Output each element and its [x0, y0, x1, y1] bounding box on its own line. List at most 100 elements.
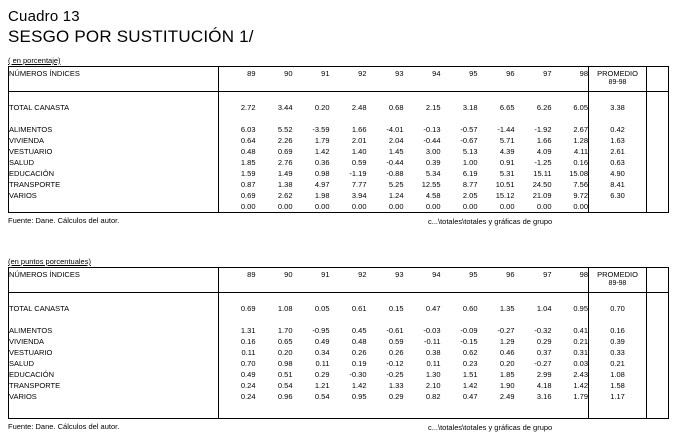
value-cell: 0.00	[240, 202, 256, 211]
value-cell: -0.44	[423, 136, 441, 145]
value-cell: 9.72	[573, 191, 588, 200]
value-cell: 0.15	[388, 304, 404, 313]
filler-cell	[646, 267, 669, 293]
value-cell: 5.52	[277, 125, 293, 134]
value-cell: 2.15	[425, 103, 441, 112]
value-cell: -1.44	[497, 125, 515, 134]
value-cell: 1.85	[240, 158, 256, 167]
average-cell: 0.33	[588, 347, 647, 358]
value-cell: 0.31	[573, 348, 588, 357]
value-cell	[515, 402, 552, 419]
average-cell	[588, 292, 647, 303]
value-cell: 1.51	[462, 370, 478, 379]
row-label: VARIOS	[8, 391, 219, 402]
page-title: Cuadro 13	[8, 8, 80, 25]
value-cell: 0.26	[388, 348, 404, 357]
value-cell: 1.98	[314, 191, 330, 200]
value-cell: 6.65	[499, 103, 515, 112]
average-cell: 2.61	[588, 146, 647, 157]
value-cell	[256, 314, 293, 325]
value-cell: 1.42	[462, 381, 478, 390]
value-cell: 8.77	[462, 180, 478, 189]
value-cell: 0.69	[240, 304, 256, 313]
value-cell: 0.95	[351, 392, 367, 401]
value-cell: 10.51	[495, 180, 515, 189]
filler-cell	[647, 314, 669, 325]
year-header: 90	[255, 66, 293, 92]
value-cell	[219, 402, 256, 419]
value-cell: 0.16	[240, 337, 256, 346]
value-cell	[441, 92, 478, 103]
average-cell: 3.38	[588, 102, 647, 113]
value-cell: 6.26	[536, 103, 552, 112]
value-cell: 2.49	[499, 392, 515, 401]
value-cell: 0.96	[277, 392, 293, 401]
average-cell: 0.16	[588, 325, 647, 336]
filler-cell	[647, 369, 669, 380]
row-label: SALUD	[8, 157, 219, 168]
value-cell	[404, 293, 441, 304]
row-label	[8, 91, 219, 102]
table-row: SALUD 1.85 2.76 0.36 0.59 -0.44 0.39 1.00 0.91 -1…	[8, 157, 669, 168]
value-cell	[552, 293, 589, 304]
average-cell	[588, 402, 647, 419]
value-cell: 1.66	[536, 136, 552, 145]
row-label: TRANSPORTE	[8, 179, 219, 190]
value-cell: -0.25	[386, 370, 404, 379]
value-cell	[219, 293, 256, 304]
value-cell: 15.11	[533, 169, 552, 178]
filler-cell	[647, 135, 669, 146]
filler-cell	[647, 325, 669, 336]
value-cell	[367, 113, 404, 124]
value-cell	[478, 293, 515, 304]
row-label-header: NÚMEROS ÍNDICES	[8, 267, 219, 293]
value-cell	[330, 314, 367, 325]
average-cell: 1.17	[588, 391, 647, 402]
value-cell: 0.00	[314, 202, 330, 211]
value-cell: -0.32	[534, 326, 552, 335]
value-cell: -0.88	[386, 169, 404, 178]
value-cell: 0.24	[240, 381, 256, 390]
value-cell	[478, 92, 515, 103]
unit-label: (en puntos porcentuales)	[8, 257, 91, 266]
value-cell: 1.24	[388, 191, 404, 200]
year-header: 91	[292, 267, 330, 293]
value-cell: -1.19	[349, 169, 367, 178]
value-cell	[219, 113, 256, 124]
numbers-table: NÚMEROS ÍNDICES 89 90 91 92 93 94 95 96 97 98 PROME…	[8, 66, 669, 213]
value-cell: 15.12	[495, 191, 515, 200]
value-cell: 1.31	[240, 326, 256, 335]
year-header: 96	[477, 267, 515, 293]
value-cell: 0.59	[351, 158, 367, 167]
value-cell: 0.26	[351, 348, 367, 357]
value-cell: 1.30	[425, 370, 441, 379]
value-cell	[330, 402, 367, 419]
filler-cell	[647, 102, 669, 113]
value-cell: 0.70	[240, 359, 256, 368]
value-cell: 2.76	[277, 158, 293, 167]
year-header: 93	[366, 66, 404, 92]
value-cell: -0.67	[460, 136, 478, 145]
value-cell: 0.49	[240, 370, 256, 379]
path-note: c...\totales\totales y gráficas de grupo	[428, 217, 553, 226]
filler-cell	[647, 347, 669, 358]
value-cell: 0.87	[240, 180, 256, 189]
value-cell: 0.51	[277, 370, 293, 379]
value-cell	[293, 113, 330, 124]
value-cell: 0.19	[351, 359, 367, 368]
value-cell	[404, 113, 441, 124]
value-cell	[552, 314, 589, 325]
value-cell	[219, 92, 256, 103]
value-cell: -0.15	[460, 337, 478, 346]
value-cell: 1.45	[388, 147, 404, 156]
value-cell	[256, 92, 293, 103]
value-cell: 0.82	[425, 392, 441, 401]
spacer-row	[8, 402, 669, 419]
value-cell: -0.27	[534, 359, 552, 368]
value-cell: 0.00	[462, 202, 478, 211]
value-cell: 0.00	[573, 202, 588, 211]
value-cell: 4.39	[499, 147, 515, 156]
value-cell: -1.92	[534, 125, 552, 134]
value-cell: 0.23	[462, 359, 478, 368]
value-cell: 0.00	[388, 202, 404, 211]
